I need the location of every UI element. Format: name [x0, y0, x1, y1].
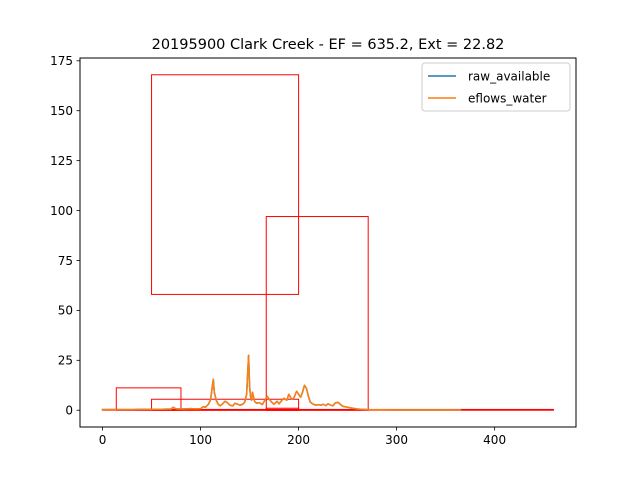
x-tick-label: 300	[385, 433, 408, 447]
highlight-rect-3	[151, 398, 300, 411]
y-tick-label: 150	[50, 104, 73, 118]
highlight-rect-4	[151, 74, 300, 295]
x-tick-label: 0	[99, 433, 107, 447]
legend-label-raw-available: raw_available	[468, 70, 550, 84]
y-axis: 0 25 50 75 100 125 150 175	[50, 54, 80, 418]
x-tick-label: 200	[287, 433, 310, 447]
plot-frame	[79, 57, 577, 428]
y-tick-label: 125	[50, 154, 73, 168]
x-tick-label: 100	[189, 433, 212, 447]
series-line-eflows-water	[101, 354, 462, 411]
series-layer	[101, 354, 462, 411]
chart-title: 20195900 Clark Creek - EF = 635.2, Ext =…	[152, 37, 505, 53]
y-tick-label: 175	[50, 54, 73, 68]
y-tick-label: 0	[65, 404, 73, 418]
y-tick-label: 50	[58, 304, 73, 318]
highlight-rect-6	[265, 216, 369, 411]
y-tick-label: 25	[58, 354, 73, 368]
legend: raw_available eflows_water	[421, 62, 571, 112]
plot-area	[101, 74, 554, 411]
legend-box	[421, 62, 571, 112]
y-tick-label: 100	[50, 204, 73, 218]
legend-label-eflows-water: eflows_water	[468, 92, 547, 106]
y-tick-label: 75	[58, 254, 73, 268]
x-axis: 0 100 200 300 400	[99, 427, 506, 447]
x-tick-label: 400	[483, 433, 506, 447]
